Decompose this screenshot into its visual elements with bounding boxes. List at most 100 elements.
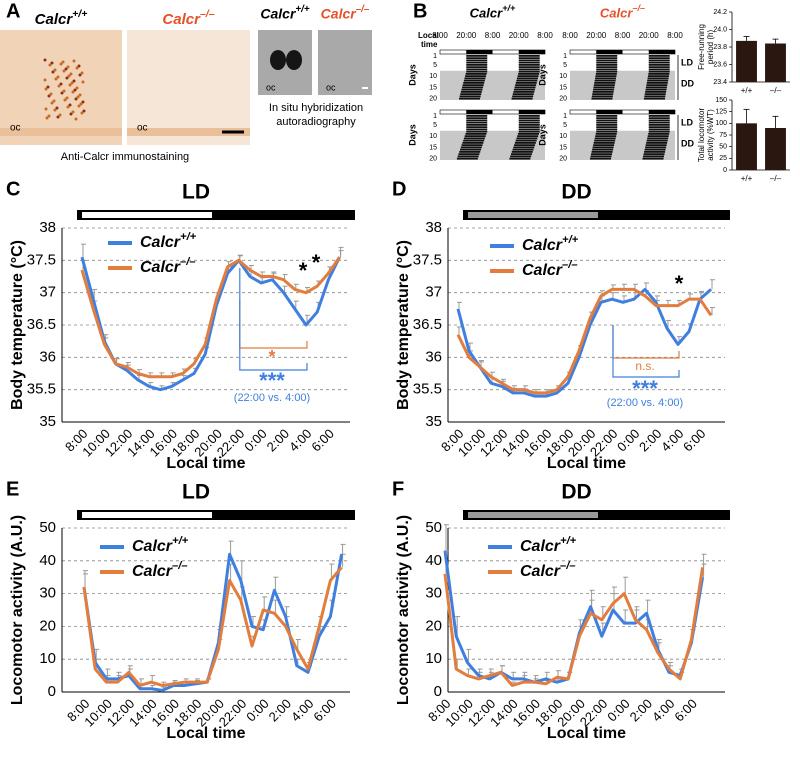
y-axis-label: Body temperature (°C) — [395, 240, 412, 410]
activity — [518, 115, 540, 117]
activity — [596, 130, 618, 133]
y-axis-label: Body temperature (°C) — [9, 240, 26, 410]
activity — [648, 55, 670, 57]
activity — [466, 55, 488, 57]
activity — [515, 139, 537, 142]
x-tick-label: 0:00 — [241, 426, 270, 455]
activity — [463, 82, 485, 84]
time-tick-label: 8:00 — [667, 31, 683, 40]
day-tick-label: 1 — [433, 113, 437, 120]
genotype-label: Calcr+/+ — [470, 3, 516, 20]
series-line — [80, 256, 341, 379]
activity — [648, 128, 670, 131]
stain-dot — [71, 90, 75, 94]
stain-dot — [69, 112, 73, 116]
y-tick-label: 40 — [425, 552, 442, 569]
activity — [596, 64, 618, 66]
activity — [648, 126, 670, 129]
dark-bar — [648, 50, 675, 54]
genotype-label: Calcr–/– — [162, 8, 214, 28]
oc-label: oc — [266, 82, 276, 92]
dark-period — [77, 510, 355, 520]
activity — [466, 57, 488, 60]
dark-bar — [518, 110, 545, 114]
activity — [648, 119, 670, 122]
activity — [518, 121, 540, 124]
annotation: * — [268, 347, 275, 367]
stain-dot — [82, 109, 86, 113]
stain-dot — [58, 113, 62, 117]
x-tick-label: 6:00 — [680, 426, 709, 455]
time-tick-label: 8:00 — [432, 31, 448, 40]
annotation: *** — [632, 376, 658, 401]
activity — [595, 133, 617, 135]
stain-dot — [74, 97, 78, 101]
activity — [646, 82, 668, 84]
activity — [593, 86, 615, 89]
activity — [457, 155, 479, 158]
activity — [596, 70, 618, 73]
activity — [461, 144, 483, 147]
legend-label: Calcr+/+ — [520, 535, 577, 555]
time-tick-label: 20:00 — [639, 31, 660, 40]
stain-dot — [81, 80, 85, 84]
stain-dot — [72, 79, 76, 83]
activity — [516, 137, 538, 140]
y-tick-label: 25 — [719, 155, 727, 162]
activity — [648, 130, 670, 133]
time-tick-label: 20:00 — [509, 31, 530, 40]
stain-dot — [75, 86, 79, 90]
activity — [648, 115, 670, 117]
activity — [515, 84, 537, 87]
genotype-label: Calcr–/– — [321, 4, 370, 22]
x-tick-label: 6:00 — [671, 696, 700, 725]
y-tick-label: 10 — [39, 650, 56, 667]
stain-dot — [67, 74, 71, 78]
activity — [456, 157, 478, 160]
activity — [514, 144, 536, 147]
activity — [512, 148, 534, 151]
stain-dot — [45, 116, 49, 120]
y-tick-label: 24.2 — [713, 9, 727, 16]
day-tick-label: 10 — [559, 73, 567, 80]
stain-dot — [65, 96, 69, 100]
light-period — [468, 512, 598, 518]
activity — [648, 66, 670, 69]
bar — [736, 40, 757, 82]
stain-dot — [52, 99, 56, 103]
stain-dot — [57, 84, 61, 88]
x-tick-label: 6:00 — [310, 696, 339, 725]
activity — [466, 117, 488, 120]
condition-label: DD — [681, 139, 694, 149]
y-tick-label: 36 — [39, 348, 56, 365]
activity — [645, 91, 667, 93]
x-tick-label: 4:00 — [288, 696, 317, 725]
activity — [593, 142, 615, 144]
stain-dot — [80, 71, 84, 75]
series-line — [80, 256, 341, 392]
activity — [463, 139, 485, 142]
activity — [642, 157, 664, 160]
x-axis-label: Local time — [547, 455, 626, 472]
activity — [515, 82, 537, 84]
day-tick-label: 1 — [433, 53, 437, 60]
optic-chiasm — [0, 128, 122, 136]
activity — [647, 135, 669, 138]
activity — [592, 91, 614, 93]
x-tick-label: 0:00 — [604, 696, 633, 725]
days-label: Days — [537, 64, 547, 86]
stain-dot — [68, 83, 72, 87]
panel-letter: A — [6, 0, 20, 22]
light-period — [82, 212, 212, 218]
activity — [518, 126, 540, 129]
activity — [509, 157, 531, 160]
activity — [643, 153, 665, 156]
day-tick-label: 5 — [563, 122, 567, 129]
activity — [648, 68, 670, 71]
x-tick-label: +/+ — [741, 86, 753, 95]
y-tick-label: 50 — [425, 519, 442, 536]
y-axis-label: Total locomotor — [697, 108, 706, 163]
y-axis-label: Locomotor activity (A.U.) — [395, 515, 412, 705]
day-tick-label: 5 — [563, 62, 567, 69]
activity — [648, 73, 670, 75]
